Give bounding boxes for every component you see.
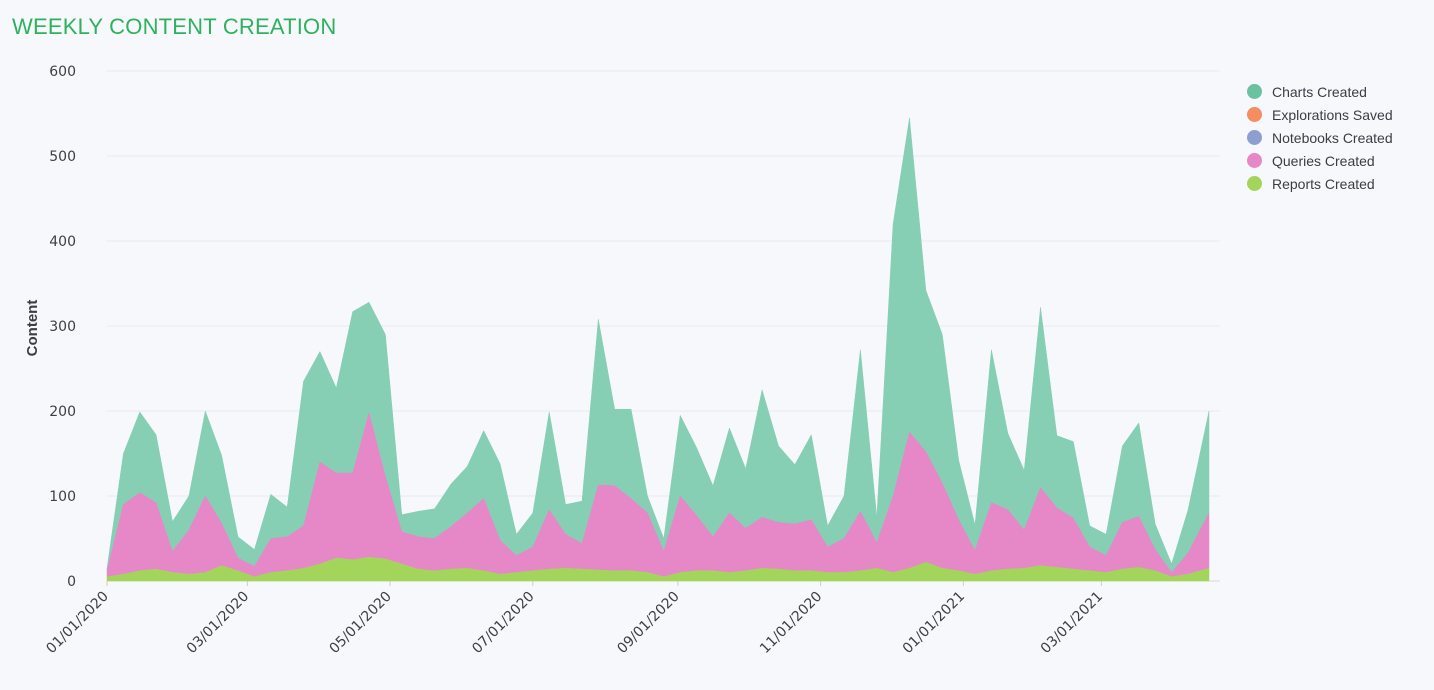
legend-label: Reports Created <box>1272 175 1375 192</box>
y-tick-label: 200 <box>49 404 76 420</box>
area-reports-created <box>106 556 1210 582</box>
x-tick-label: 03/01/2021 <box>1038 589 1106 657</box>
legend-swatch-explorations <box>1247 107 1262 122</box>
legend-item-explorations-saved[interactable]: Explorations Saved <box>1247 103 1393 126</box>
x-tick-label: 01/01/2020 <box>43 589 111 657</box>
y-tick-label: 100 <box>49 489 76 505</box>
x-axis-ticks: 01/01/2020 03/01/2020 05/01/2020 07/01/2020… <box>43 581 1106 657</box>
x-tick-label: 01/01/2021 <box>900 589 968 657</box>
area-series <box>106 117 1210 582</box>
y-axis-ticks: 0 100 200 300 400 500 600 <box>49 64 76 590</box>
legend-label: Explorations Saved <box>1272 106 1393 123</box>
legend-item-reports-created[interactable]: Reports Created <box>1247 172 1393 195</box>
x-tick-label: 05/01/2020 <box>327 589 395 657</box>
legend-swatch-charts <box>1247 84 1262 99</box>
legend-swatch-queries <box>1247 153 1262 168</box>
y-tick-label: 0 <box>67 574 76 590</box>
y-axis-title: Content <box>24 300 41 357</box>
legend-label: Queries Created <box>1272 152 1375 169</box>
legend-swatch-reports <box>1247 176 1262 191</box>
x-tick-label: 03/01/2020 <box>184 589 252 657</box>
x-tick-label: 11/01/2020 <box>757 589 825 657</box>
legend-item-queries-created[interactable]: Queries Created <box>1247 149 1393 172</box>
legend-item-notebooks-created[interactable]: Notebooks Created <box>1247 126 1393 149</box>
legend-label: Charts Created <box>1272 83 1367 100</box>
x-tick-label: 09/01/2020 <box>614 589 682 657</box>
legend-item-charts-created[interactable]: Charts Created <box>1247 80 1393 103</box>
x-tick-label: 07/01/2020 <box>469 589 537 657</box>
y-tick-label: 600 <box>49 64 76 80</box>
page-title: WEEKLY CONTENT CREATION <box>12 14 337 39</box>
legend: Charts Created Explorations Saved Notebo… <box>1247 80 1393 195</box>
y-tick-label: 400 <box>49 234 76 250</box>
legend-label: Notebooks Created <box>1272 129 1393 146</box>
y-tick-label: 300 <box>49 319 76 335</box>
y-tick-label: 500 <box>49 149 76 165</box>
legend-swatch-notebooks <box>1247 130 1262 145</box>
